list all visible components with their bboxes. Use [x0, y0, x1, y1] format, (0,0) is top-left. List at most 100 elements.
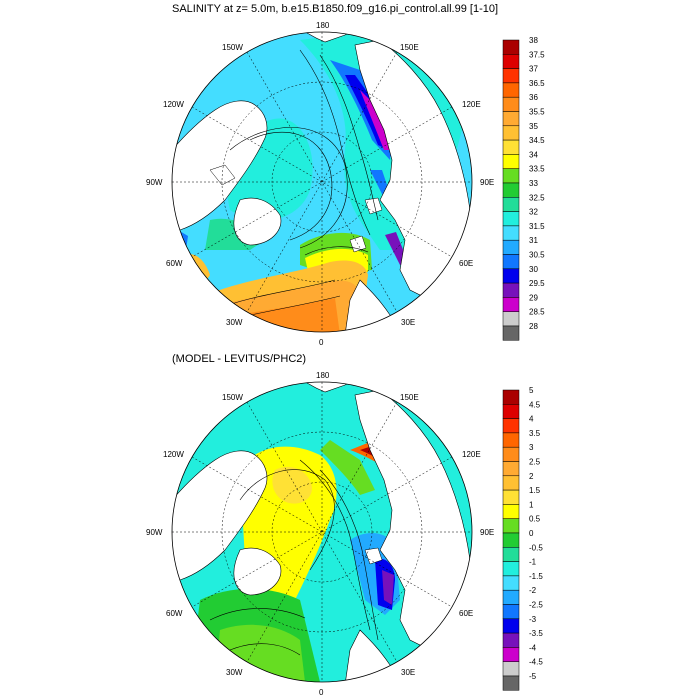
colorbar-swatch — [502, 647, 520, 662]
lon-label-150e: 150E — [400, 43, 419, 52]
lon-label-150e: 150E — [400, 393, 419, 402]
map-boundary — [171, 31, 473, 333]
colorbar-tick-label: 34.5 — [529, 136, 545, 145]
colorbar-swatch — [502, 82, 520, 98]
colorbar-tick-label: 30.5 — [529, 251, 545, 260]
lon-label-30e: 30E — [401, 668, 415, 677]
colorbar-tick-label: 31 — [529, 236, 538, 245]
lon-label-180: 180 — [316, 371, 330, 380]
colorbar-tick-label: 34 — [529, 150, 538, 159]
colorbar-swatch — [502, 139, 520, 155]
colorbar-swatch — [502, 182, 520, 198]
colorbar-swatch — [502, 532, 520, 548]
colorbar-swatch — [502, 197, 520, 212]
colorbar-tick-label: -4 — [529, 643, 537, 652]
colorbar-swatch — [502, 589, 520, 605]
lon-label-30e: 30E — [401, 318, 415, 327]
colorbar-tick-label: -3 — [529, 615, 537, 624]
colorbar-swatch — [502, 604, 520, 620]
difference-colorbar: 5 4.5 4 3.5 3 2.5 2 1.5 1 0.5 0 -0.5 -1 -1.5 -2 -2.5 -3 -… — [502, 386, 543, 691]
colorbar-tick-label: 1 — [529, 500, 534, 509]
colorbar-swatch — [502, 68, 520, 84]
colorbar-swatch — [502, 254, 520, 270]
colorbar-tick-label: 3 — [529, 443, 534, 452]
colorbar-tick-label: 35.5 — [529, 108, 545, 117]
colorbar-tick-label: 37.5 — [529, 50, 545, 59]
colorbar-tick-label: 1.5 — [529, 486, 541, 495]
colorbar-swatch — [502, 311, 520, 327]
colorbar-tick-label: 29 — [529, 293, 538, 302]
colorbar-swatch — [502, 475, 520, 491]
colorbar-tick-label: -0.5 — [529, 543, 543, 552]
lon-label-180: 180 — [316, 21, 330, 30]
lon-label-30w: 30W — [226, 668, 243, 677]
colorbar-swatch — [502, 282, 520, 298]
colorbar-swatch — [502, 96, 520, 112]
colorbar-swatch — [502, 446, 520, 462]
colorbar-tick-label: 5 — [529, 386, 534, 395]
colorbar-swatch — [502, 325, 520, 341]
lon-label-0: 0 — [319, 688, 324, 697]
colorbar-swatch — [502, 675, 520, 691]
colorbar-tick-label: -5 — [529, 672, 537, 681]
colorbar-tick-label: 28.5 — [529, 308, 545, 317]
colorbar-swatch — [502, 239, 520, 255]
colorbar-swatch — [502, 404, 520, 419]
colorbar-tick-label: -1 — [529, 558, 537, 567]
colorbar-tick-label: 35 — [529, 122, 538, 131]
colorbar-swatch — [502, 661, 520, 677]
colorbar-swatch — [502, 461, 520, 477]
lon-label-60w: 60W — [166, 609, 183, 618]
lon-label-0: 0 — [319, 338, 324, 347]
colorbar-swatch — [502, 168, 520, 184]
colorbar-swatch — [502, 432, 520, 448]
colorbar-tick-label: -1.5 — [529, 572, 543, 581]
colorbar-swatch — [502, 111, 520, 127]
lon-label-120w: 120W — [163, 100, 184, 109]
colorbar-tick-label: 4.5 — [529, 400, 541, 409]
lon-label-90w: 90W — [146, 528, 163, 537]
colorbar-tick-label: 33.5 — [529, 165, 545, 174]
lon-label-90e: 90E — [480, 528, 494, 537]
colorbar-swatch — [502, 618, 520, 634]
colorbar-swatch — [502, 418, 520, 434]
graticule — [172, 32, 472, 332]
difference-map — [172, 382, 472, 682]
colorbar-swatch — [502, 518, 520, 534]
colorbar-swatch — [502, 575, 520, 591]
panel-difference: (MODEL - LEVITUS/PHC2) — [146, 353, 543, 697]
colorbar-tick-label: 4 — [529, 415, 534, 424]
salinity-map — [172, 32, 472, 332]
colorbar-swatch — [502, 297, 520, 312]
lon-label-150w: 150W — [222, 393, 243, 402]
salinity-colorbar: 38 37.5 37 36.5 36 35.5 35 34.5 34 33.5 33 32.5 32 31… — [502, 36, 545, 341]
lon-label-60w: 60W — [166, 259, 183, 268]
panel-title: SALINITY at z= 5.0m, b.e15.B1850.f09_g16… — [172, 3, 498, 15]
lon-label-60e: 60E — [459, 609, 473, 618]
lon-label-90w: 90W — [146, 178, 163, 187]
colorbar-tick-label: 2 — [529, 472, 534, 481]
colorbar-swatch — [502, 54, 520, 69]
colorbar-tick-label: 32 — [529, 208, 538, 217]
colorbar-tick-label: 29.5 — [529, 279, 545, 288]
colorbar-tick-label: 37 — [529, 65, 538, 74]
colorbar-swatch — [502, 547, 520, 562]
map-boundary — [171, 381, 473, 683]
lon-label-120e: 120E — [462, 100, 481, 109]
colorbar-swatch — [502, 39, 520, 55]
colorbar-tick-label: 32.5 — [529, 193, 545, 202]
colorbar-swatch — [502, 489, 520, 505]
lon-label-120e: 120E — [462, 450, 481, 459]
colorbar-swatch — [502, 154, 520, 169]
colorbar-tick-label: -2 — [529, 586, 537, 595]
colorbar-swatch — [502, 211, 520, 227]
colorbar-swatch — [502, 125, 520, 141]
colorbar-swatch — [502, 632, 520, 648]
colorbar-swatch — [502, 225, 520, 241]
lon-label-120w: 120W — [163, 450, 184, 459]
colorbar-tick-label: 0 — [529, 529, 534, 538]
colorbar-tick-label: 36 — [529, 93, 538, 102]
colorbar-swatch — [502, 561, 520, 577]
colorbar-tick-label: -4.5 — [529, 658, 543, 667]
